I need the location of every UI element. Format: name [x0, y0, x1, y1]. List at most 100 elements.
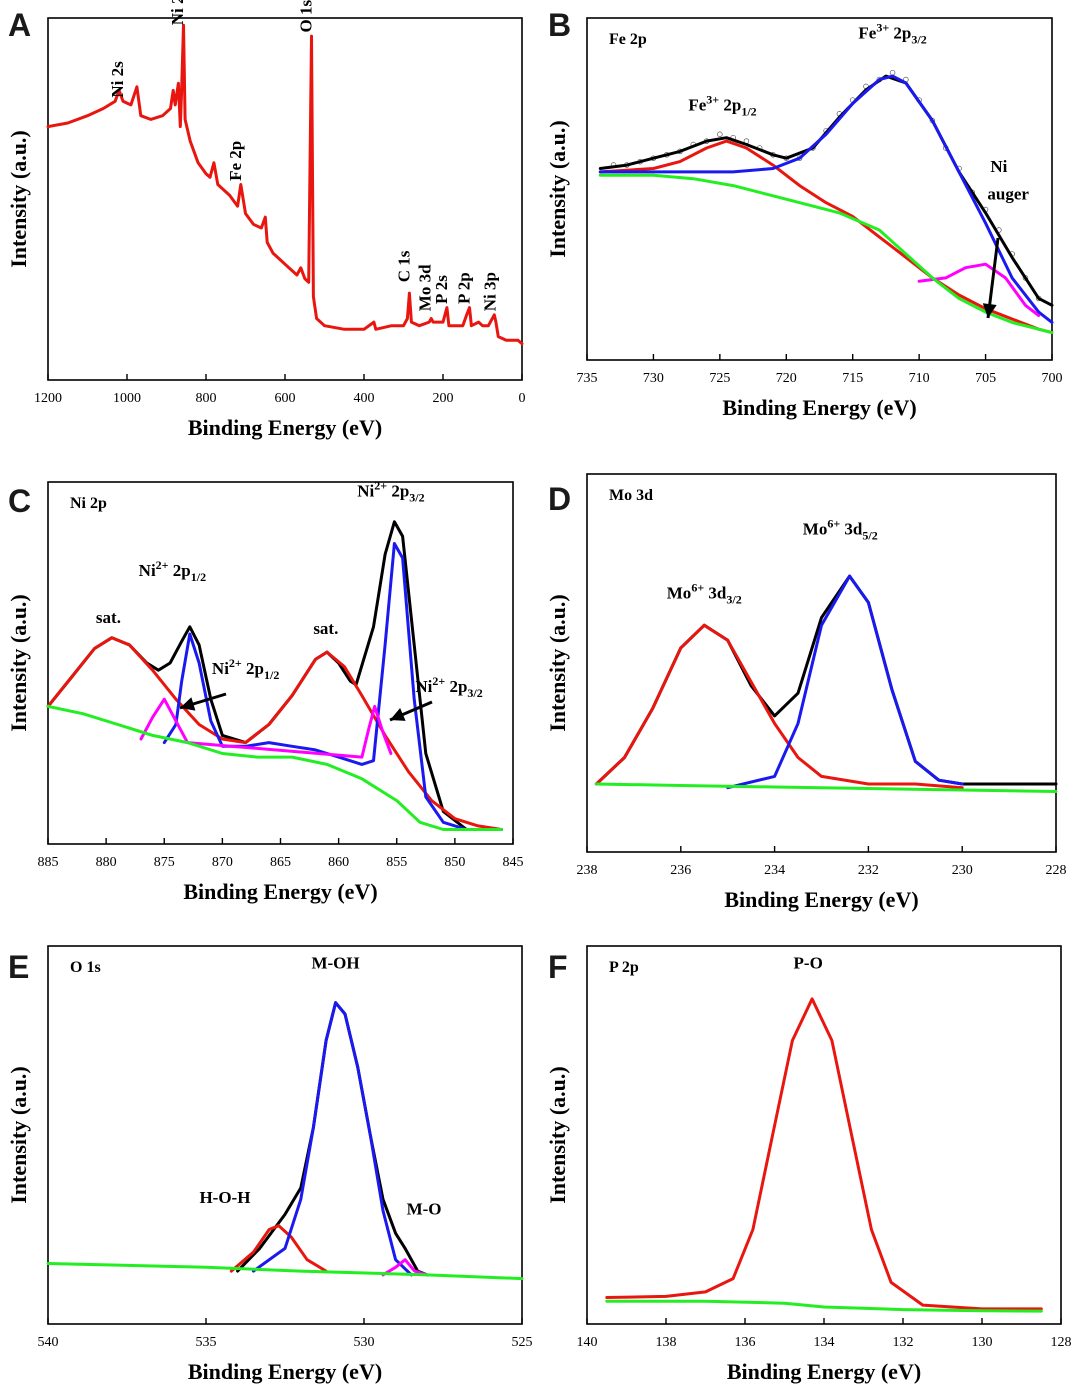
x-tick-label: 140	[577, 1335, 598, 1350]
series-line-green	[46, 1262, 524, 1281]
panel-a: A 1200 1000 800 600 400 200 0 Binding Energy (eV…	[6, 0, 526, 440]
peak-label-sub: 3/2	[467, 686, 482, 700]
x-tick-label: 850	[444, 855, 465, 870]
peak-label-main: Mo	[667, 584, 692, 603]
plot-frame	[586, 17, 1053, 361]
x-tick-label: 540	[38, 1335, 59, 1350]
x-axis-title: Binding Energy (eV)	[722, 395, 916, 420]
x-tick-label: 705	[975, 371, 996, 386]
x-tick-label: 710	[909, 371, 930, 386]
peak-label-main: H-O-H	[199, 1188, 250, 1207]
peak-label: Ni2+ 2p1/2	[212, 656, 279, 682]
y-axis-title: Intensity (a.u.)	[545, 1066, 570, 1204]
peak-label: P 2s	[432, 275, 451, 304]
plot-frame	[586, 945, 1062, 1325]
x-tick-label: 132	[893, 1335, 914, 1350]
peak-label-main: Ni	[990, 157, 1007, 176]
peak-label-main: M-OH	[311, 954, 359, 973]
x-tick-label: 134	[814, 1335, 835, 1350]
peak-label-orbital: 2p	[169, 561, 191, 580]
peak-label: P-O	[794, 954, 823, 973]
peak-label-sub: 1/2	[264, 668, 279, 682]
plot-frame	[47, 481, 514, 845]
peak-label-sup: 2+	[156, 558, 169, 572]
peak-label-sup: 2+	[229, 656, 242, 670]
peak-label: sat.	[313, 619, 338, 638]
peak-label-orbital: 2p	[387, 481, 409, 500]
peak-label: M-O	[407, 1199, 442, 1218]
panel-letter: F	[548, 949, 568, 985]
series-line-survey	[46, 23, 524, 346]
peak-label-sup: 3+	[876, 21, 889, 35]
x-tick-label: 845	[503, 855, 524, 870]
peak-label-main: Ni	[212, 659, 229, 678]
x-tick-label: 865	[270, 855, 291, 870]
x-tick-label: 230	[952, 863, 973, 878]
y-axis-title: Intensity (a.u.)	[6, 1066, 31, 1204]
peak-label: P 2p	[454, 272, 473, 304]
series-line-green	[594, 782, 1058, 793]
peak-label: Fe3+ 2p3/2	[858, 21, 926, 47]
peak-label-main: P-O	[794, 954, 823, 973]
peak-label: O 1s	[296, 0, 315, 32]
panel-f: F 140 138 136 134 132 130 128 Binding Energy (eV…	[545, 945, 1072, 1384]
x-axis-title: Binding Energy (eV)	[188, 1359, 382, 1384]
peak-label-orbital: 3d	[704, 584, 727, 603]
x-tick-label: 735	[577, 371, 598, 386]
x-tick-label: 725	[709, 371, 730, 386]
peak-label-orbital: 2p	[719, 95, 741, 114]
x-tick-label: 885	[38, 855, 59, 870]
y-axis-title: Intensity (a.u.)	[545, 120, 570, 258]
x-tick-label: 234	[764, 863, 785, 878]
series-line-envelope	[598, 74, 1054, 307]
peak-label-orbital: 2p	[445, 677, 467, 696]
x-tick-label: 535	[196, 1335, 217, 1350]
peak-label-main: M-O	[407, 1199, 442, 1218]
peak-label-sup: 2+	[432, 674, 445, 688]
peak-label-main: sat.	[313, 619, 338, 638]
peak-label-main: Fe	[858, 24, 876, 43]
peak-label-main: Ni	[139, 561, 156, 580]
peak-label-sup: 6+	[827, 516, 840, 530]
pointer-arrow	[389, 700, 433, 722]
x-axis-title: Binding Energy (eV)	[727, 1359, 921, 1384]
x-tick-label: 880	[96, 855, 117, 870]
peak-label-main: Ni	[357, 481, 374, 500]
peak-label: M-OH	[311, 954, 359, 973]
panel-letter: E	[8, 949, 29, 985]
x-axis-title: Binding Energy (eV)	[724, 887, 918, 912]
y-axis-title: Intensity (a.u.)	[6, 130, 31, 268]
peak-label-main: Ni	[415, 677, 432, 696]
panel-letter: A	[8, 7, 31, 43]
x-tick-label: 130	[972, 1335, 993, 1350]
peak-label-sub: 1/2	[741, 104, 756, 118]
peak-label-sub: 3/2	[911, 33, 926, 47]
raw-data-point	[717, 131, 723, 138]
x-tick-label: 0	[519, 391, 526, 406]
region-label: P 2p	[609, 959, 639, 976]
peak-label: Ni2+ 2p3/2	[415, 674, 482, 700]
panel-c: C 885 880 875 870 865 860 855 850 845 Binding Ener…	[6, 478, 524, 904]
raw-data-point	[889, 69, 896, 76]
peak-label-sub: 3/2	[409, 490, 424, 504]
peak-label: C 1s	[394, 250, 413, 282]
peak-label: Mo6+ 3d3/2	[667, 581, 742, 607]
x-tick-label: 400	[354, 391, 375, 406]
x-axis-title: Binding Energy (eV)	[188, 415, 382, 440]
peak-label-sub: 1/2	[191, 570, 206, 584]
x-tick-label: 138	[656, 1335, 677, 1350]
x-tick-label: 720	[776, 371, 797, 386]
peak-label: Ni	[990, 157, 1007, 176]
peak-label-orbital: 2p	[242, 659, 264, 678]
x-tick-label: 530	[354, 1335, 375, 1350]
series-line-blue	[251, 1001, 413, 1277]
x-tick-label: 715	[842, 371, 863, 386]
plot-frame	[586, 473, 1057, 853]
peak-label: sat.	[96, 608, 121, 627]
peak-label: Fe3+ 2p1/2	[688, 92, 756, 118]
peak-label: Fe 2p	[226, 141, 245, 181]
peak-label-main: auger	[987, 184, 1029, 203]
x-tick-label: 730	[643, 371, 664, 386]
y-axis-title: Intensity (a.u.)	[545, 594, 570, 732]
peak-label-main: Fe	[688, 95, 706, 114]
